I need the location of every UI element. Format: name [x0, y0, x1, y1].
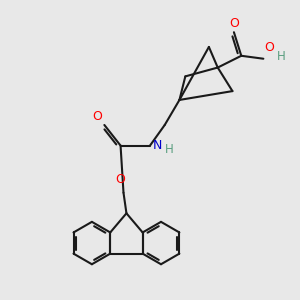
- Text: H: H: [165, 143, 174, 157]
- Text: O: O: [264, 41, 274, 54]
- Text: N: N: [152, 139, 162, 152]
- Text: H: H: [277, 50, 285, 63]
- Text: O: O: [229, 17, 239, 30]
- Text: O: O: [92, 110, 102, 123]
- Text: O: O: [116, 173, 125, 186]
